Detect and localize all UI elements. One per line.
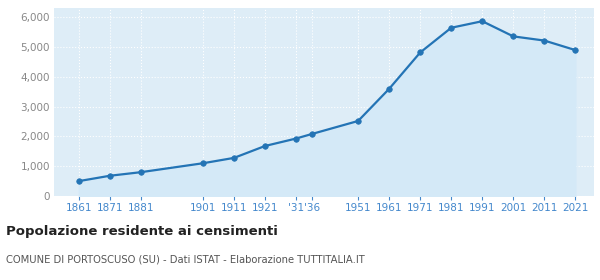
Text: COMUNE DI PORTOSCUSO (SU) - Dati ISTAT - Elaborazione TUTTITALIA.IT: COMUNE DI PORTOSCUSO (SU) - Dati ISTAT -… [6, 255, 365, 265]
Text: Popolazione residente ai censimenti: Popolazione residente ai censimenti [6, 225, 278, 238]
